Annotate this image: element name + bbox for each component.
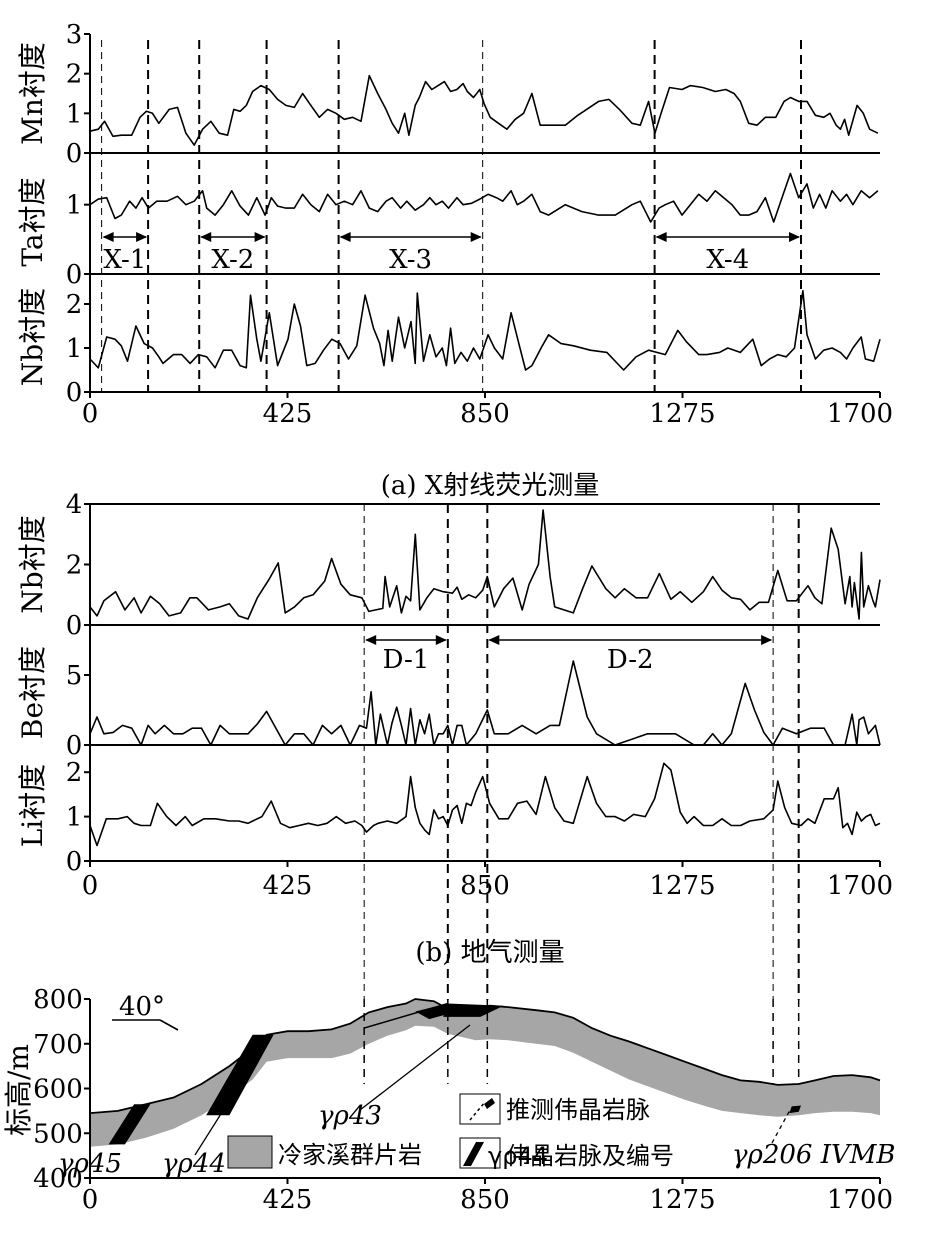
series-line-Be衬度	[89, 660, 881, 746]
x-tick-label: 850	[460, 1185, 510, 1215]
x-tick-label: 0	[82, 399, 99, 429]
y-axis-label: Ta衬度	[16, 177, 49, 266]
legend-vein-mark	[463, 1142, 484, 1166]
x-tick-label: 0	[82, 1185, 99, 1215]
y-tick-label: 0	[66, 260, 83, 290]
y-tick-label: 0	[66, 378, 83, 408]
series-line-Li衬度	[89, 762, 881, 847]
zone-arrowhead-right	[435, 635, 447, 645]
x-tick-label: 1275	[649, 1185, 715, 1215]
zone-arrowhead-left	[200, 232, 212, 242]
y-axis-label: Mn衬度	[16, 42, 49, 145]
vein-label: γρ44	[162, 1149, 226, 1179]
vein-leader	[359, 1024, 471, 1111]
x-tick-label: 0	[82, 871, 99, 901]
vein-label: γρ45	[58, 1149, 122, 1179]
x-tick-label: 1275	[649, 871, 715, 901]
y-axis-label: Be衬度	[16, 646, 49, 739]
y-tick-label: 1	[66, 99, 83, 129]
series-line-Nb衬度	[89, 509, 881, 620]
series-line-Nb衬度	[89, 289, 881, 371]
y-tick-label: 4	[66, 490, 83, 520]
y-tick-label: 5	[66, 661, 83, 691]
y-axis-label: Nb衬度	[16, 288, 49, 386]
y-tick-label: 0	[66, 847, 83, 877]
zone-label: X-3	[389, 245, 432, 275]
legend-vein-mark	[484, 1098, 495, 1109]
y-tick-label: 1	[66, 334, 83, 364]
zone-arrowhead-right	[761, 635, 773, 645]
pegmatite-vein	[206, 1034, 274, 1116]
x-tick-label: 425	[263, 1185, 313, 1215]
zone-label: D-2	[607, 645, 654, 675]
y-tick-label: 400	[33, 1164, 83, 1194]
y-tick-label: 1	[66, 191, 83, 221]
zone-label: D-1	[383, 645, 430, 675]
legend-swatch-text: γρ44	[488, 1142, 548, 1170]
panel-c-cross-section: 400 500 600 700 800 0 425 850 1275 1700 标高/m 40° 冷家溪…	[2, 985, 896, 1215]
x-tick-label: 850	[460, 399, 510, 429]
zone-arrowhead-left	[102, 232, 114, 242]
y-axis-label: 标高/m	[2, 1044, 35, 1136]
y-tick-label: 500	[33, 1119, 83, 1149]
series-line-Ta衬度	[89, 172, 879, 223]
y-tick-label: 1	[66, 803, 83, 833]
zone-arrowhead-left	[365, 635, 377, 645]
y-tick-label: 3	[66, 20, 83, 50]
zone-label: X-2	[211, 245, 254, 275]
vein-line	[363, 1002, 449, 1029]
y-tick-label: 0	[66, 731, 83, 761]
zone-arrowhead-right	[789, 232, 800, 242]
legend-swatch-inferred	[459, 1093, 501, 1125]
x-tick-label: 1700	[827, 1185, 893, 1215]
y-tick-label: 2	[66, 551, 83, 581]
legend-swatch-schist	[227, 1135, 273, 1169]
x-tick-label: 850	[460, 871, 510, 901]
y-tick-label: 0	[66, 611, 83, 641]
dip-label: 40°	[119, 992, 165, 1022]
y-tick-label: 2	[66, 60, 83, 90]
zone-arrowhead-left	[339, 232, 351, 242]
x-tick-label: 1275	[649, 399, 715, 429]
y-tick-label: 700	[33, 1030, 83, 1060]
y-axis-label: Nb衬度	[16, 515, 49, 613]
vein-leader	[771, 1109, 791, 1144]
pegmatite-vein	[789, 1105, 801, 1114]
vein-label: γρ206 IVMB	[732, 1140, 896, 1170]
y-tick-label: 2	[66, 290, 83, 320]
caption-b: (b) 地气测量	[415, 938, 564, 968]
zone-arrowhead-right	[254, 232, 266, 242]
zone-label: X-1	[103, 245, 146, 275]
y-tick-label: 0	[66, 139, 83, 169]
y-tick-label: 2	[66, 758, 83, 788]
panel-a: 0 1 2 3 Mn衬度 0 1 Ta衬度 0 1 2 Nb衬度 0 425 850 1275 1700 X-1 X…	[16, 20, 893, 429]
vein-label: γρ43	[318, 1101, 382, 1131]
zone-arrowhead-right	[136, 232, 148, 242]
series-line-Mn衬度	[89, 74, 879, 146]
zone-arrowhead-left	[488, 635, 500, 645]
x-tick-label: 425	[263, 399, 313, 429]
x-tick-label: 1700	[827, 871, 893, 901]
pegmatite-vein	[108, 1104, 151, 1145]
x-tick-label: 1700	[827, 399, 893, 429]
zone-label: X-4	[706, 245, 749, 275]
schist-body	[90, 999, 880, 1147]
x-tick-label: 425	[263, 871, 313, 901]
zone-arrowhead-left	[655, 232, 667, 242]
legend-label-schist: 冷家溪群片岩	[278, 1141, 422, 1169]
y-tick-label: 600	[33, 1075, 83, 1105]
y-axis-label: Li衬度	[16, 764, 49, 848]
legend-dash	[469, 1101, 486, 1121]
zone-arrowhead-right	[470, 232, 482, 242]
legend-label-vein: 伟晶岩脉及编号	[506, 1142, 674, 1170]
caption-a: (a) X射线荧光测量	[381, 471, 600, 501]
legend-label-inferred: 推测伟晶岩脉	[506, 1096, 650, 1124]
vein-leader	[194, 1059, 256, 1156]
y-tick-label: 800	[33, 985, 83, 1015]
dip-tick	[159, 1019, 179, 1031]
pegmatite-vein	[443, 1003, 504, 1017]
